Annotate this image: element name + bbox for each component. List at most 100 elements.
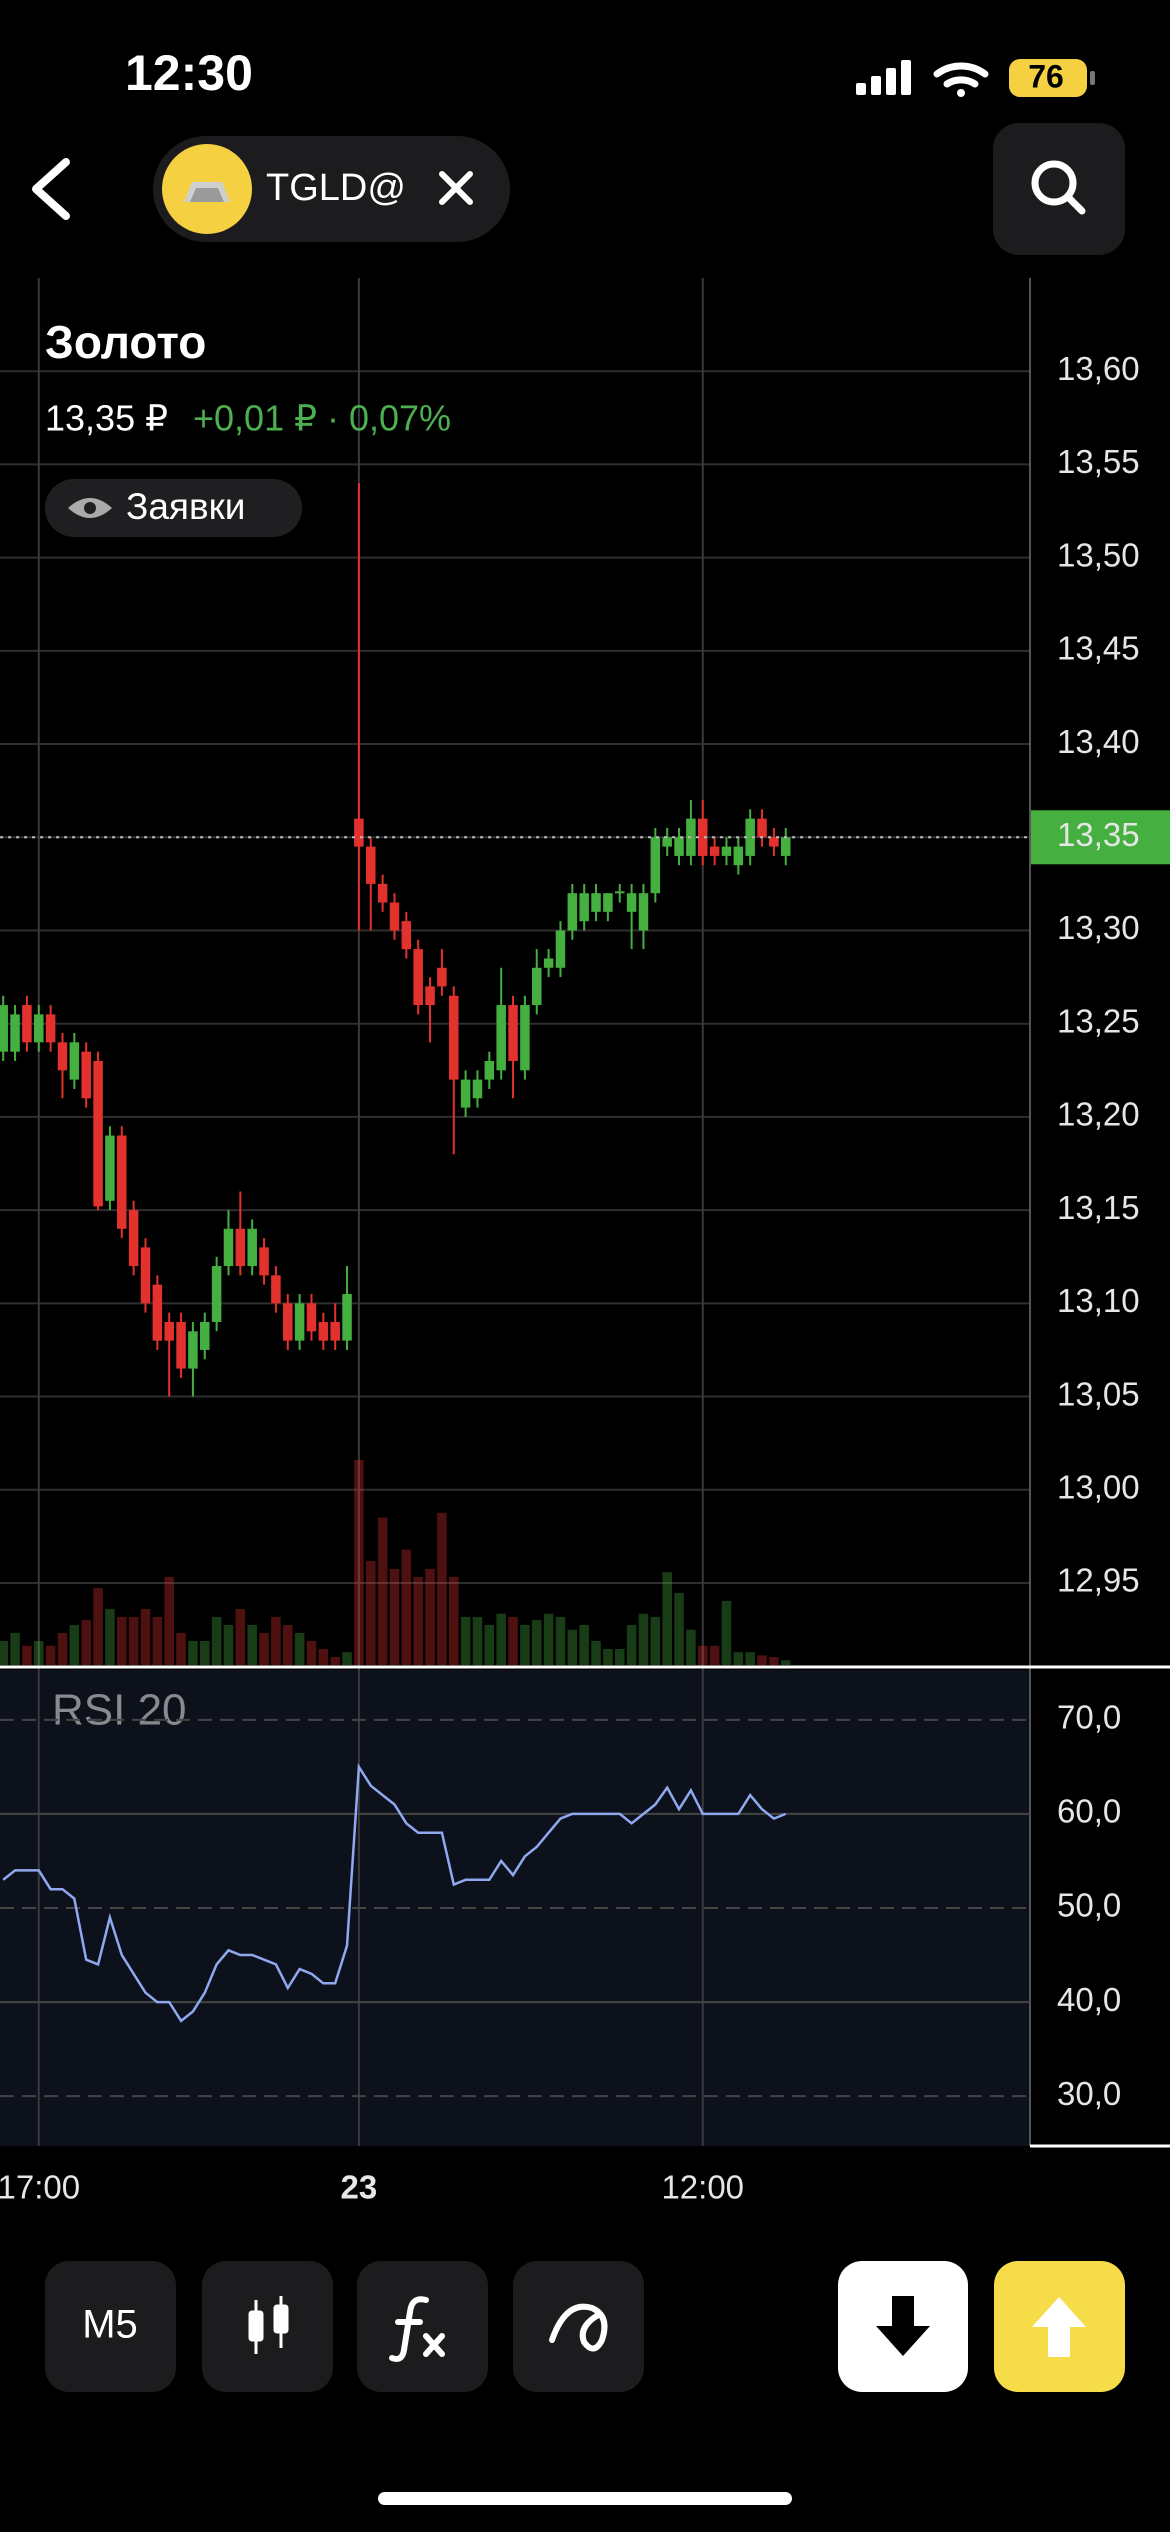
volume-bar [508,1616,518,1665]
sell-icon [876,2296,930,2356]
volume-bar [626,1624,637,1665]
y-tick-label: 60,0 [1057,1793,1121,1830]
y-tick-label: 70,0 [1057,1699,1121,1736]
volume-bar [721,1600,732,1665]
y-tick-label: 12,95 [1057,1562,1140,1599]
volume-bar [57,1632,68,1665]
candle-body [769,837,779,847]
y-tick-label: 50,0 [1057,1887,1121,1924]
volume-bar [638,1613,649,1665]
candle-body [674,837,684,856]
candle-body [93,1060,103,1207]
candle-body [128,1210,139,1267]
candle-body [449,995,459,1080]
candle-body [366,846,376,884]
ticker: TGLD@ [266,167,406,209]
candle-body [721,846,732,856]
volume-bar [283,1624,293,1665]
volume-bar [223,1624,234,1665]
volume-bar [757,1655,767,1665]
close-ticker[interactable] [439,171,473,205]
candle-body [496,1005,506,1071]
volume-bar [781,1660,791,1665]
orders-label: Заявки [126,486,245,527]
volume-bar [555,1616,566,1665]
volume-bar [294,1632,305,1665]
volume-bar [330,1656,340,1665]
search-button[interactable] [993,123,1125,255]
battery [1009,59,1087,97]
candle-body [520,1005,530,1071]
candle-body [650,837,661,894]
y-tick-label: 13,30 [1057,909,1140,946]
volume-bar [615,1648,625,1665]
chart-type-button[interactable] [202,2261,333,2392]
volume-bar [472,1616,483,1665]
candle-body [45,1014,56,1043]
candle-body [283,1303,293,1341]
y-tick-label: 13,25 [1057,1002,1140,1039]
volume-bar [520,1624,530,1665]
candle-body [294,1303,305,1341]
indicators-button[interactable] [357,2261,488,2392]
rsi-title: RSI 20 [52,1686,187,1735]
volume-bar [69,1624,80,1665]
timeframe-button[interactable] [45,2261,176,2392]
volume-bar [425,1568,435,1665]
volume-bar [247,1624,257,1665]
volume-bar [81,1620,91,1665]
gold-bar-shade [190,188,224,202]
candle-body [377,883,388,903]
candle-body [354,818,364,847]
drawing-button[interactable] [513,2261,644,2392]
volume-bar [745,1652,755,1665]
candle-body [34,1014,44,1043]
volume-bar [342,1652,352,1665]
y-tick-label: 13,15 [1057,1189,1140,1226]
candle-body [484,1060,495,1080]
candle-body [508,1005,518,1061]
volume-bar [769,1656,779,1665]
search-icon [1031,160,1086,215]
volume-bar [45,1645,56,1665]
volume-bar [0,1640,8,1665]
candle-body [401,921,412,950]
battery-cap [1090,71,1095,85]
volume-bar [128,1616,139,1665]
candle-body [247,1228,257,1267]
buy-icon [1032,2297,1086,2357]
candle-body [709,846,720,856]
volume-bar [449,1576,459,1665]
candle-body [638,893,649,931]
signal-icon [856,60,911,95]
orders-button[interactable] [45,479,302,537]
candle-body [176,1321,186,1369]
volume-bar [176,1632,186,1665]
volume-bar [377,1517,388,1665]
candle-body [271,1275,281,1304]
volume-bar [10,1632,20,1665]
candle-body [460,1079,471,1108]
volume-bar [413,1576,423,1665]
back-button[interactable] [32,158,70,220]
y-tick-label: 13,45 [1057,630,1140,667]
eye-icon [68,498,112,518]
status-time: 12:30 [125,45,253,101]
volume-bar [235,1608,246,1665]
volume-bar [460,1616,471,1665]
volume-bar [306,1640,317,1665]
candle-body [200,1321,210,1350]
candle-body [662,837,672,847]
home-indicator [378,2492,792,2505]
candle-body [579,893,589,922]
rsi-line [2,1762,787,2023]
volume-bar [650,1616,661,1665]
candle-body [472,1079,483,1099]
volume-bar [22,1645,32,1665]
volume-bar [200,1640,210,1665]
candle-body [318,1321,329,1341]
y-tick-label: 13,10 [1057,1282,1140,1319]
